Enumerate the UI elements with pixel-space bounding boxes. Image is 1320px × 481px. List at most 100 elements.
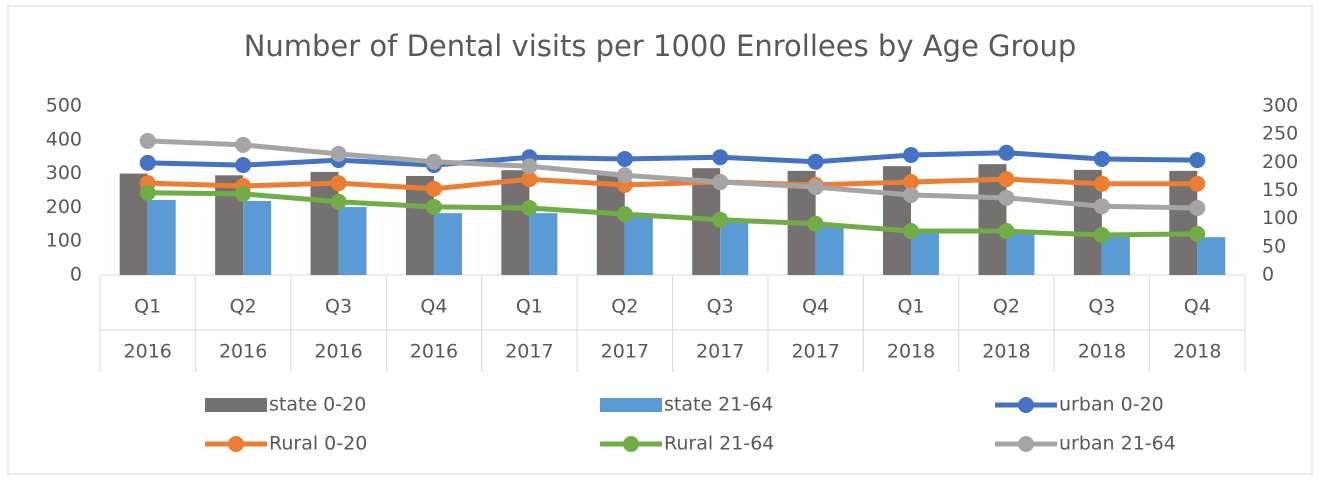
y2-tick-label: 250 — [1262, 123, 1298, 145]
legend-label: state 21-64 — [664, 394, 773, 416]
line-marker — [425, 198, 442, 215]
legend-swatch — [600, 398, 662, 412]
y2-tick-label: 0 — [1262, 264, 1274, 286]
line-marker — [330, 175, 347, 192]
y2-tick-label: 300 — [1262, 95, 1298, 117]
legend-label: Rural 0-20 — [269, 433, 367, 455]
legend-marker — [228, 436, 244, 452]
line-marker — [998, 189, 1015, 206]
bar — [1197, 237, 1226, 275]
x-tick-label: Q2 — [230, 296, 257, 318]
line-marker — [521, 158, 538, 175]
y2-tick-label: 50 — [1262, 235, 1286, 257]
x-tick-label-year: 2018 — [982, 341, 1030, 363]
line-marker — [903, 174, 920, 191]
bar — [501, 170, 530, 275]
line-marker — [712, 149, 729, 166]
bar — [720, 221, 749, 275]
x-tick-label-year: 2017 — [696, 341, 744, 363]
bar — [1006, 232, 1035, 275]
x-tick-label: Q1 — [898, 296, 925, 318]
x-tick-label-year: 2018 — [1078, 341, 1126, 363]
line-marker — [616, 206, 633, 223]
line-marker — [616, 150, 633, 167]
line — [147, 190, 1198, 238]
line — [147, 150, 1198, 168]
line-marker — [1189, 152, 1206, 169]
x-tick-label-year: 2016 — [314, 341, 362, 363]
x-tick-label: Q4 — [420, 296, 447, 318]
bar — [815, 223, 844, 275]
y-tick-label: 100 — [46, 230, 82, 252]
line-marker — [1093, 227, 1110, 244]
line — [147, 138, 1198, 211]
x-tick-label: Q1 — [134, 296, 161, 318]
line-marker — [1189, 199, 1206, 216]
y2-tick-label: 100 — [1262, 207, 1298, 229]
line-marker — [616, 167, 633, 184]
x-tick-label-year: 2016 — [410, 341, 458, 363]
y-tick-label: 200 — [46, 196, 82, 218]
line-marker — [807, 153, 824, 170]
legend-marker — [1018, 436, 1034, 452]
line-marker — [521, 171, 538, 188]
legend-label: state 0-20 — [269, 394, 366, 416]
y-tick-label: 500 — [46, 95, 82, 117]
line-marker — [330, 193, 347, 210]
line-marker — [712, 174, 729, 191]
line-marker — [903, 147, 920, 164]
legend-marker — [1018, 397, 1034, 413]
line-marker — [521, 199, 538, 216]
line-marker — [998, 144, 1015, 161]
chart-title: Number of Dental visits per 1000 Enrolle… — [244, 29, 1077, 63]
y-tick-label: 0 — [70, 264, 82, 286]
x-tick-label: Q3 — [707, 296, 734, 318]
legend-label: urban 0-20 — [1059, 394, 1164, 416]
line-marker — [1189, 225, 1206, 242]
line — [147, 176, 1198, 192]
line-marker — [807, 215, 824, 232]
line-marker — [807, 179, 824, 196]
bar — [529, 213, 558, 275]
x-tick-label: Q3 — [1088, 296, 1115, 318]
line-marker — [903, 223, 920, 240]
bar — [243, 200, 272, 275]
x-tick-label-year: 2016 — [124, 341, 172, 363]
line-marker — [998, 171, 1015, 188]
bar — [1101, 236, 1130, 275]
line-marker — [425, 153, 442, 170]
legend-label: urban 21-64 — [1059, 433, 1176, 455]
line-marker — [903, 187, 920, 204]
legend-swatch — [205, 398, 267, 412]
line-marker — [1093, 198, 1110, 215]
bar — [147, 199, 176, 275]
x-tick-label-year: 2017 — [505, 341, 553, 363]
x-tick-label: Q4 — [1184, 296, 1211, 318]
line-marker — [1189, 175, 1206, 192]
x-tick-label-year: 2018 — [1173, 341, 1221, 363]
line-marker — [235, 185, 252, 202]
x-tick-label-year: 2017 — [601, 341, 649, 363]
bar — [624, 216, 653, 275]
y2-tick-label: 200 — [1262, 151, 1298, 173]
x-tick-label-year: 2017 — [791, 341, 839, 363]
bar — [911, 231, 940, 275]
line-marker — [330, 145, 347, 162]
line-marker — [425, 180, 442, 197]
y-tick-label: 400 — [46, 128, 82, 150]
x-tick-label: Q2 — [611, 296, 638, 318]
legend-label: Rural 21-64 — [664, 433, 774, 455]
x-tick-label: Q3 — [325, 296, 352, 318]
bar — [433, 213, 462, 275]
x-tick-label: Q2 — [993, 296, 1020, 318]
x-tick-label: Q1 — [516, 296, 543, 318]
legend-marker — [623, 436, 639, 452]
x-tick-label: Q4 — [802, 296, 829, 318]
line-marker — [712, 211, 729, 228]
x-tick-label-year: 2018 — [887, 341, 935, 363]
y-tick-label: 300 — [46, 162, 82, 184]
line-marker — [998, 223, 1015, 240]
line-marker — [235, 136, 252, 153]
line-marker — [1093, 150, 1110, 167]
